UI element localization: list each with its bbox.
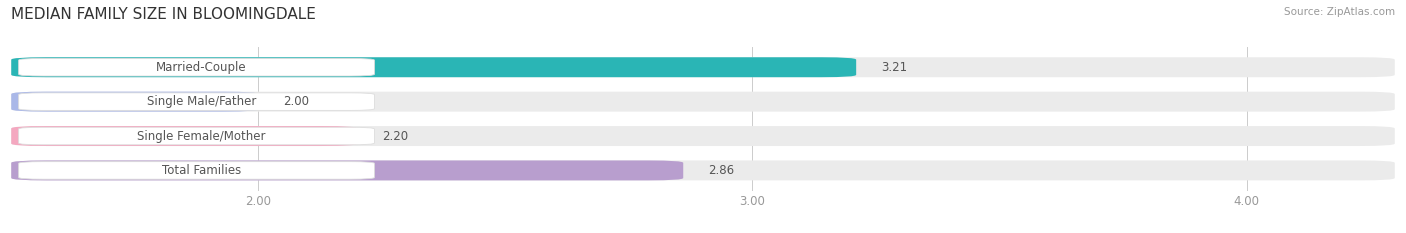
FancyBboxPatch shape: [18, 58, 374, 76]
FancyBboxPatch shape: [11, 57, 1395, 77]
FancyBboxPatch shape: [11, 161, 1395, 180]
FancyBboxPatch shape: [18, 162, 374, 179]
Text: Single Male/Father: Single Male/Father: [146, 95, 256, 108]
Text: 2.20: 2.20: [382, 130, 408, 143]
Text: 3.21: 3.21: [882, 61, 907, 74]
FancyBboxPatch shape: [11, 126, 1395, 146]
FancyBboxPatch shape: [11, 126, 357, 146]
Text: Single Female/Mother: Single Female/Mother: [138, 130, 266, 143]
Text: 2.00: 2.00: [283, 95, 309, 108]
FancyBboxPatch shape: [11, 92, 259, 112]
Text: Source: ZipAtlas.com: Source: ZipAtlas.com: [1284, 7, 1395, 17]
FancyBboxPatch shape: [11, 57, 856, 77]
Text: 2.86: 2.86: [709, 164, 734, 177]
FancyBboxPatch shape: [18, 93, 374, 110]
FancyBboxPatch shape: [11, 161, 683, 180]
Text: Total Families: Total Families: [162, 164, 240, 177]
Text: Married-Couple: Married-Couple: [156, 61, 247, 74]
FancyBboxPatch shape: [18, 127, 374, 145]
FancyBboxPatch shape: [11, 92, 1395, 112]
Text: MEDIAN FAMILY SIZE IN BLOOMINGDALE: MEDIAN FAMILY SIZE IN BLOOMINGDALE: [11, 7, 316, 22]
